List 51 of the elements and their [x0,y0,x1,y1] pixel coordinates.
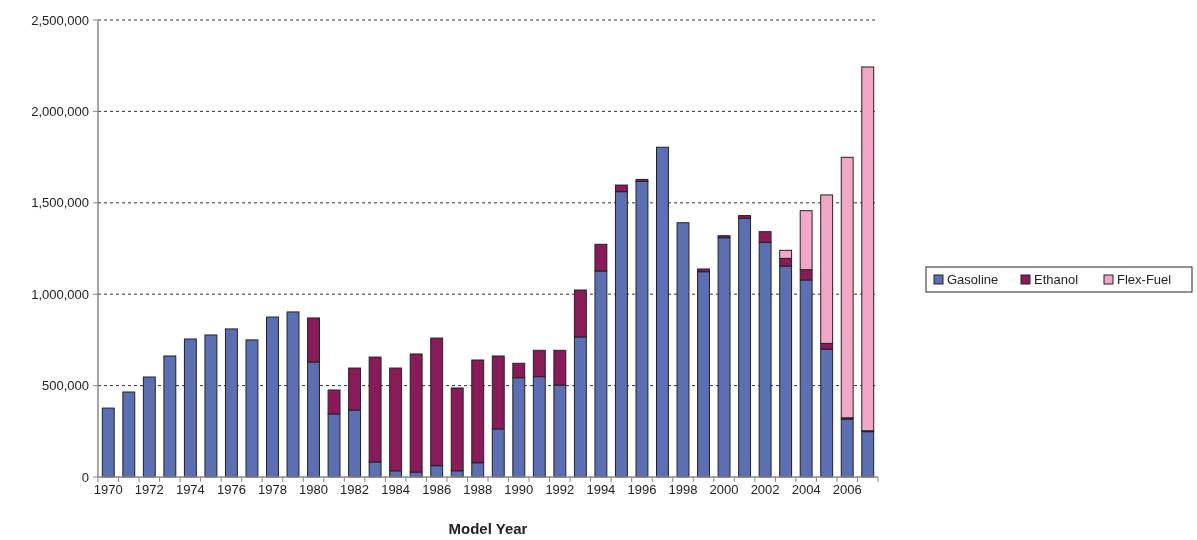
legend-label: Ethanol [1034,272,1079,287]
bar [738,217,752,478]
x-tick-label: 2004 [791,482,821,497]
bar [163,355,177,478]
x-tick-label: 1990 [504,482,534,497]
bar [676,222,690,478]
x-tick-label: 1982 [340,482,370,497]
bar [717,237,731,478]
bar [389,367,403,472]
x-axis-title: Model Year [448,520,528,537]
bar [450,387,464,472]
x-tick-label: 1988 [463,482,493,497]
x-tick-label: 1972 [134,482,164,497]
bar [101,407,115,478]
x-tick-label: 1970 [93,482,123,497]
y-tick-label: 1,500,000 [31,195,89,211]
x-tick-label: 1976 [216,482,246,497]
y-tick-label: 500,000 [42,378,89,394]
x-tick-label: 2000 [709,482,739,497]
bar [142,376,156,478]
x-tick-label: 1984 [381,482,411,497]
y-tick-label: 0 [81,469,89,485]
bar [820,348,834,478]
bar [224,328,238,478]
y-tick-label: 2,000,000 [31,103,89,119]
x-tick-label: 1998 [668,482,698,497]
bar [697,271,710,478]
x-tick-label: 1992 [545,482,575,497]
y-tick-label: 2,500,000 [31,12,89,28]
x-tick-label: 1980 [299,482,328,497]
bar [286,311,300,478]
bar [122,391,136,478]
bar [840,418,854,478]
legend-label: Flex-Fuel [1117,272,1172,287]
x-tick-label: 1994 [586,482,616,497]
bar [635,180,649,478]
legend-label: Gasoline [947,272,999,287]
bar [409,353,423,473]
x-tick-label: 1986 [422,482,452,497]
x-tick-label: 1996 [627,482,657,497]
y-tick-label: 1,000,000 [31,286,89,302]
bar [204,334,218,478]
x-tick-label: 1974 [175,482,205,497]
x-tick-label: 2006 [832,482,862,497]
bar [840,156,854,419]
x-tick-label: 1978 [258,482,287,497]
bar [266,316,279,478]
bar [656,146,669,478]
x-tick-label: 2002 [750,482,780,497]
bar [183,338,197,478]
bar [245,339,259,478]
